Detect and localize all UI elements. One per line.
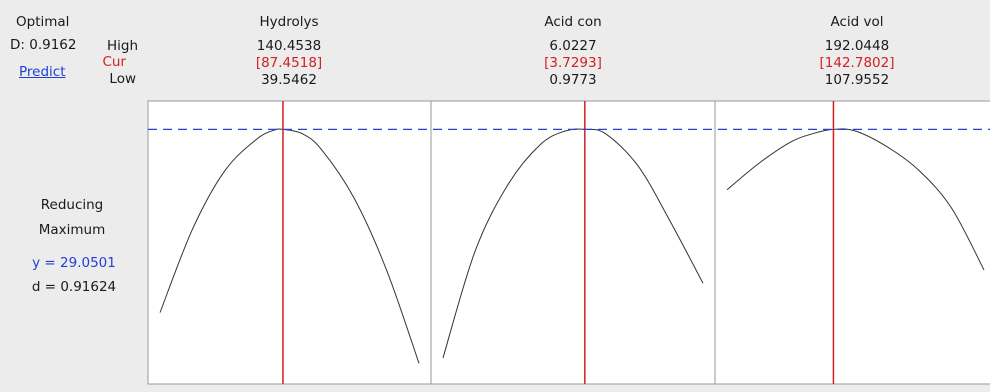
factor-current[interactable]: [87.4518] [255,55,323,71]
predicted-response: y = 29.0501 [32,255,116,271]
response-name: Reducing [40,197,104,213]
factor-high: 6.0227 [549,38,597,54]
predict-link[interactable]: Predict [19,64,66,80]
factor-low: 107.9552 [824,72,890,88]
factor-name: Acid vol [830,14,884,30]
factor-high: 192.0448 [824,38,890,54]
factor-panel [714,100,990,385]
row-label-low: Low [109,71,136,87]
factor-current[interactable]: [142.7802] [819,55,895,71]
response-goal: Maximum [38,222,106,238]
row-label-cur: Cur [102,54,126,70]
factor-panel [147,100,432,385]
row-label-high: High [106,38,138,54]
factor-low: 0.9773 [549,72,597,88]
factor-name: Hydrolys [259,14,319,30]
factor-name: Acid con [544,14,602,30]
factor-panel [430,100,716,385]
factor-low: 39.5462 [261,72,317,88]
composite-desirability: D: 0.9162 [10,37,77,53]
factor-current[interactable]: [3.7293] [544,55,602,71]
optimal-label: Optimal [16,14,70,30]
individual-desirability: d = 0.91624 [31,279,117,295]
factor-high: 140.4538 [256,38,322,54]
